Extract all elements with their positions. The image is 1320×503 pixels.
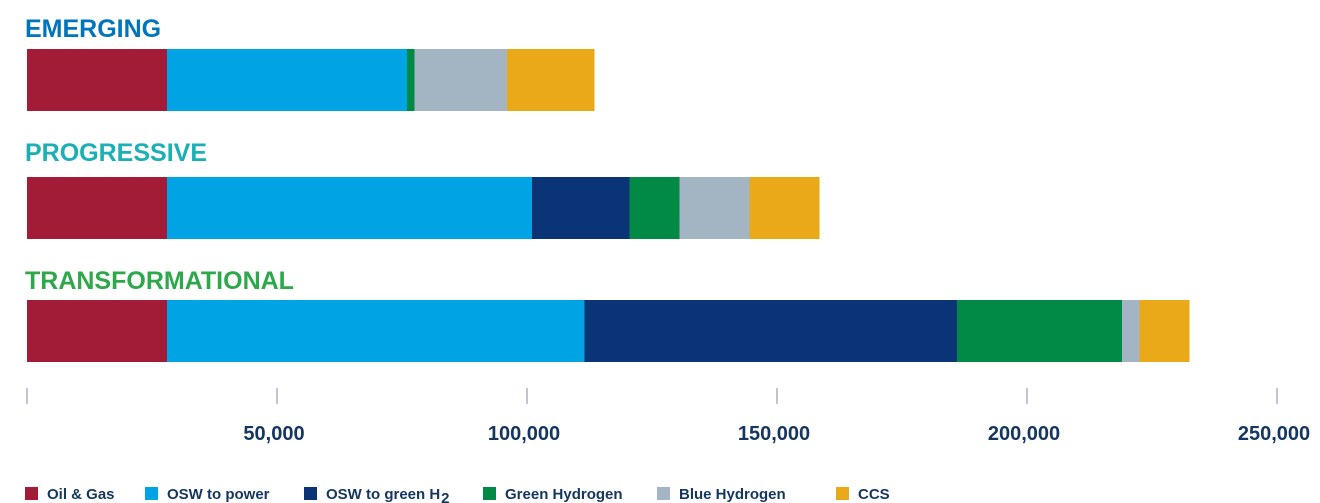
bar-segment-osw-to-power [167,177,532,239]
legend-swatch [145,487,158,500]
legend-label: Blue Hydrogen [679,486,786,503]
legend-item-osw-to-power: OSW to power [145,486,270,503]
bar-segment-oil-and-gas [27,177,167,239]
bar-segment-blue-hydrogen [414,49,507,111]
legend-item-green-hydrogen: Green Hydrogen [483,486,623,503]
x-axis: 50,000 100,000 150,000 200,000 250,000 [26,388,1310,445]
bar-segment-green-hydrogen [957,300,1122,362]
scenario-title: EMERGING [25,15,161,43]
bar-segment-osw-to-power [167,49,407,111]
legend-swatch [483,487,496,500]
bar-segment-osw-to-green-h [584,300,957,362]
legend-label: Green Hydrogen [505,486,623,503]
legend-item-oil-and-gas: Oil & Gas [25,486,115,503]
x-tick-label: 250,000 [1238,423,1310,445]
legend-label: OSW to power [167,486,270,503]
legend-label: Oil & Gas [47,486,115,503]
bar-segment-green-hydrogen [629,177,680,239]
bar-segment-blue-hydrogen [679,177,750,239]
bar-segment-osw-to-green-h [532,177,630,239]
scenario-groups: EMERGING PROGRESSIVE TRANSFORMATIONAL [25,15,1190,362]
scenario-emerging: EMERGING [25,15,595,111]
legend-swatch [304,487,317,500]
bar-segment-osw-to-power [167,300,585,362]
scenario-transformational: TRANSFORMATIONAL [25,267,1190,362]
scenario-progressive: PROGRESSIVE [25,139,820,239]
x-tick-label: 150,000 [738,423,810,445]
bar-segment-green-hydrogen [407,49,415,111]
legend-swatch [657,487,670,500]
legend-swatch [836,487,849,500]
bar-segment-blue-hydrogen [1122,300,1140,362]
legend-label-subscript: 2 [441,490,449,503]
legend-item-blue-hydrogen: Blue Hydrogen [657,486,786,503]
legend-swatch [25,487,38,500]
bar-segment-ccs [749,177,820,239]
scenario-title: PROGRESSIVE [25,139,207,167]
x-tick-label: 200,000 [988,423,1060,445]
legend-label: OSW to green H [326,486,440,503]
bar-segment-oil-and-gas [27,300,167,362]
legend-item-ccs: CCS [836,486,890,503]
legend-label: CCS [858,486,890,503]
bar-segment-oil-and-gas [27,49,167,111]
bar-segment-ccs [507,49,595,111]
bar-segment-ccs [1139,300,1190,362]
x-tick-label: 50,000 [243,423,304,445]
legend: Oil & Gas OSW to power OSW to green H 2 Gree… [25,486,890,503]
x-tick-label: 100,000 [488,423,560,445]
scenario-title: TRANSFORMATIONAL [25,267,294,295]
